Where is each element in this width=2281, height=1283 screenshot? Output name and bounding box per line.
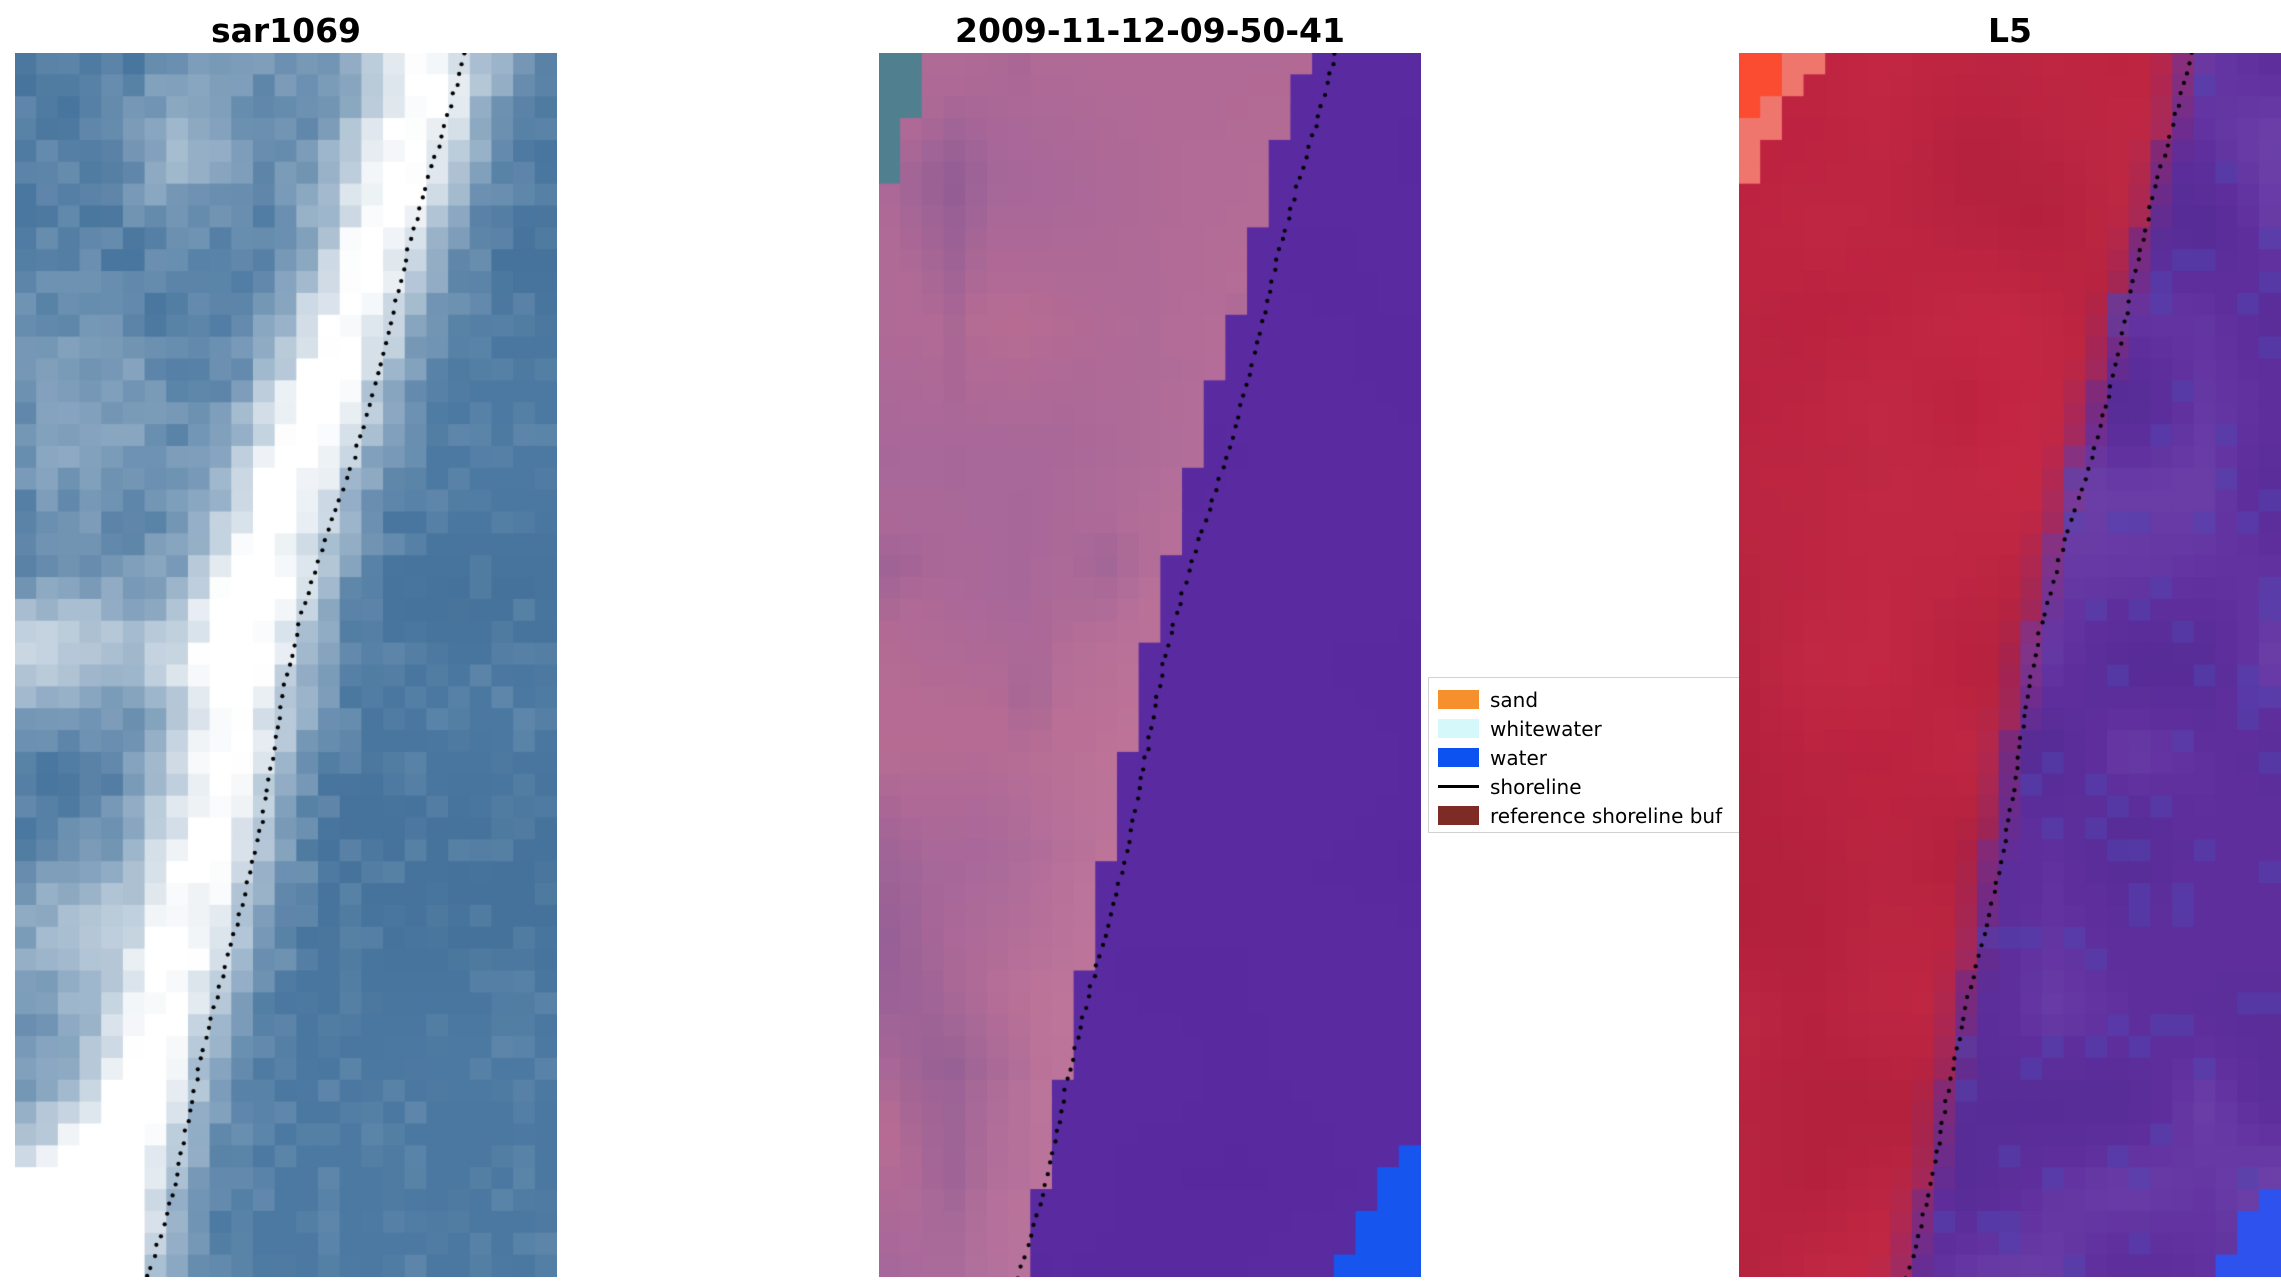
water-swatch — [1438, 748, 1479, 767]
legend-label-reference-shoreline-buffer: reference shoreline buf — [1490, 803, 1723, 828]
panel-title-classified: 2009-11-12-09-50-41 — [955, 11, 1345, 50]
panel-title-l5: L5 — [1988, 11, 2032, 50]
legend-label-whitewater: whitewater — [1490, 716, 1602, 741]
legend-item-reference-shoreline-buffer: reference shoreline buf — [1438, 801, 1740, 830]
panel-l5: L5 — [1739, 8, 2281, 1277]
legend-item-water: water — [1438, 743, 1740, 772]
legend-label-sand: sand — [1490, 687, 1539, 712]
legend-item-whitewater: whitewater — [1438, 714, 1740, 743]
legend-label-water: water — [1490, 745, 1547, 770]
panel-sar1069: sar1069 — [15, 8, 557, 1277]
l5-image-canvas — [1739, 53, 2281, 1277]
sand-swatch — [1438, 690, 1479, 709]
legend-item-shoreline: shoreline — [1438, 772, 1740, 801]
whitewater-swatch — [1438, 719, 1479, 738]
panel-classified: 2009-11-12-09-50-41 — [879, 8, 1421, 1277]
legend-label-shoreline: shoreline — [1490, 774, 1582, 799]
reference-shoreline-buffer-swatch — [1438, 806, 1479, 825]
legend-item-sand: sand — [1438, 685, 1740, 714]
legend: sand whitewater water shoreline referenc… — [1428, 677, 1741, 833]
classified-image-canvas — [879, 53, 1421, 1277]
sar-image-canvas — [15, 53, 557, 1277]
shoreline-line-swatch — [1438, 785, 1479, 788]
panel-title-sar1069: sar1069 — [210, 11, 362, 50]
